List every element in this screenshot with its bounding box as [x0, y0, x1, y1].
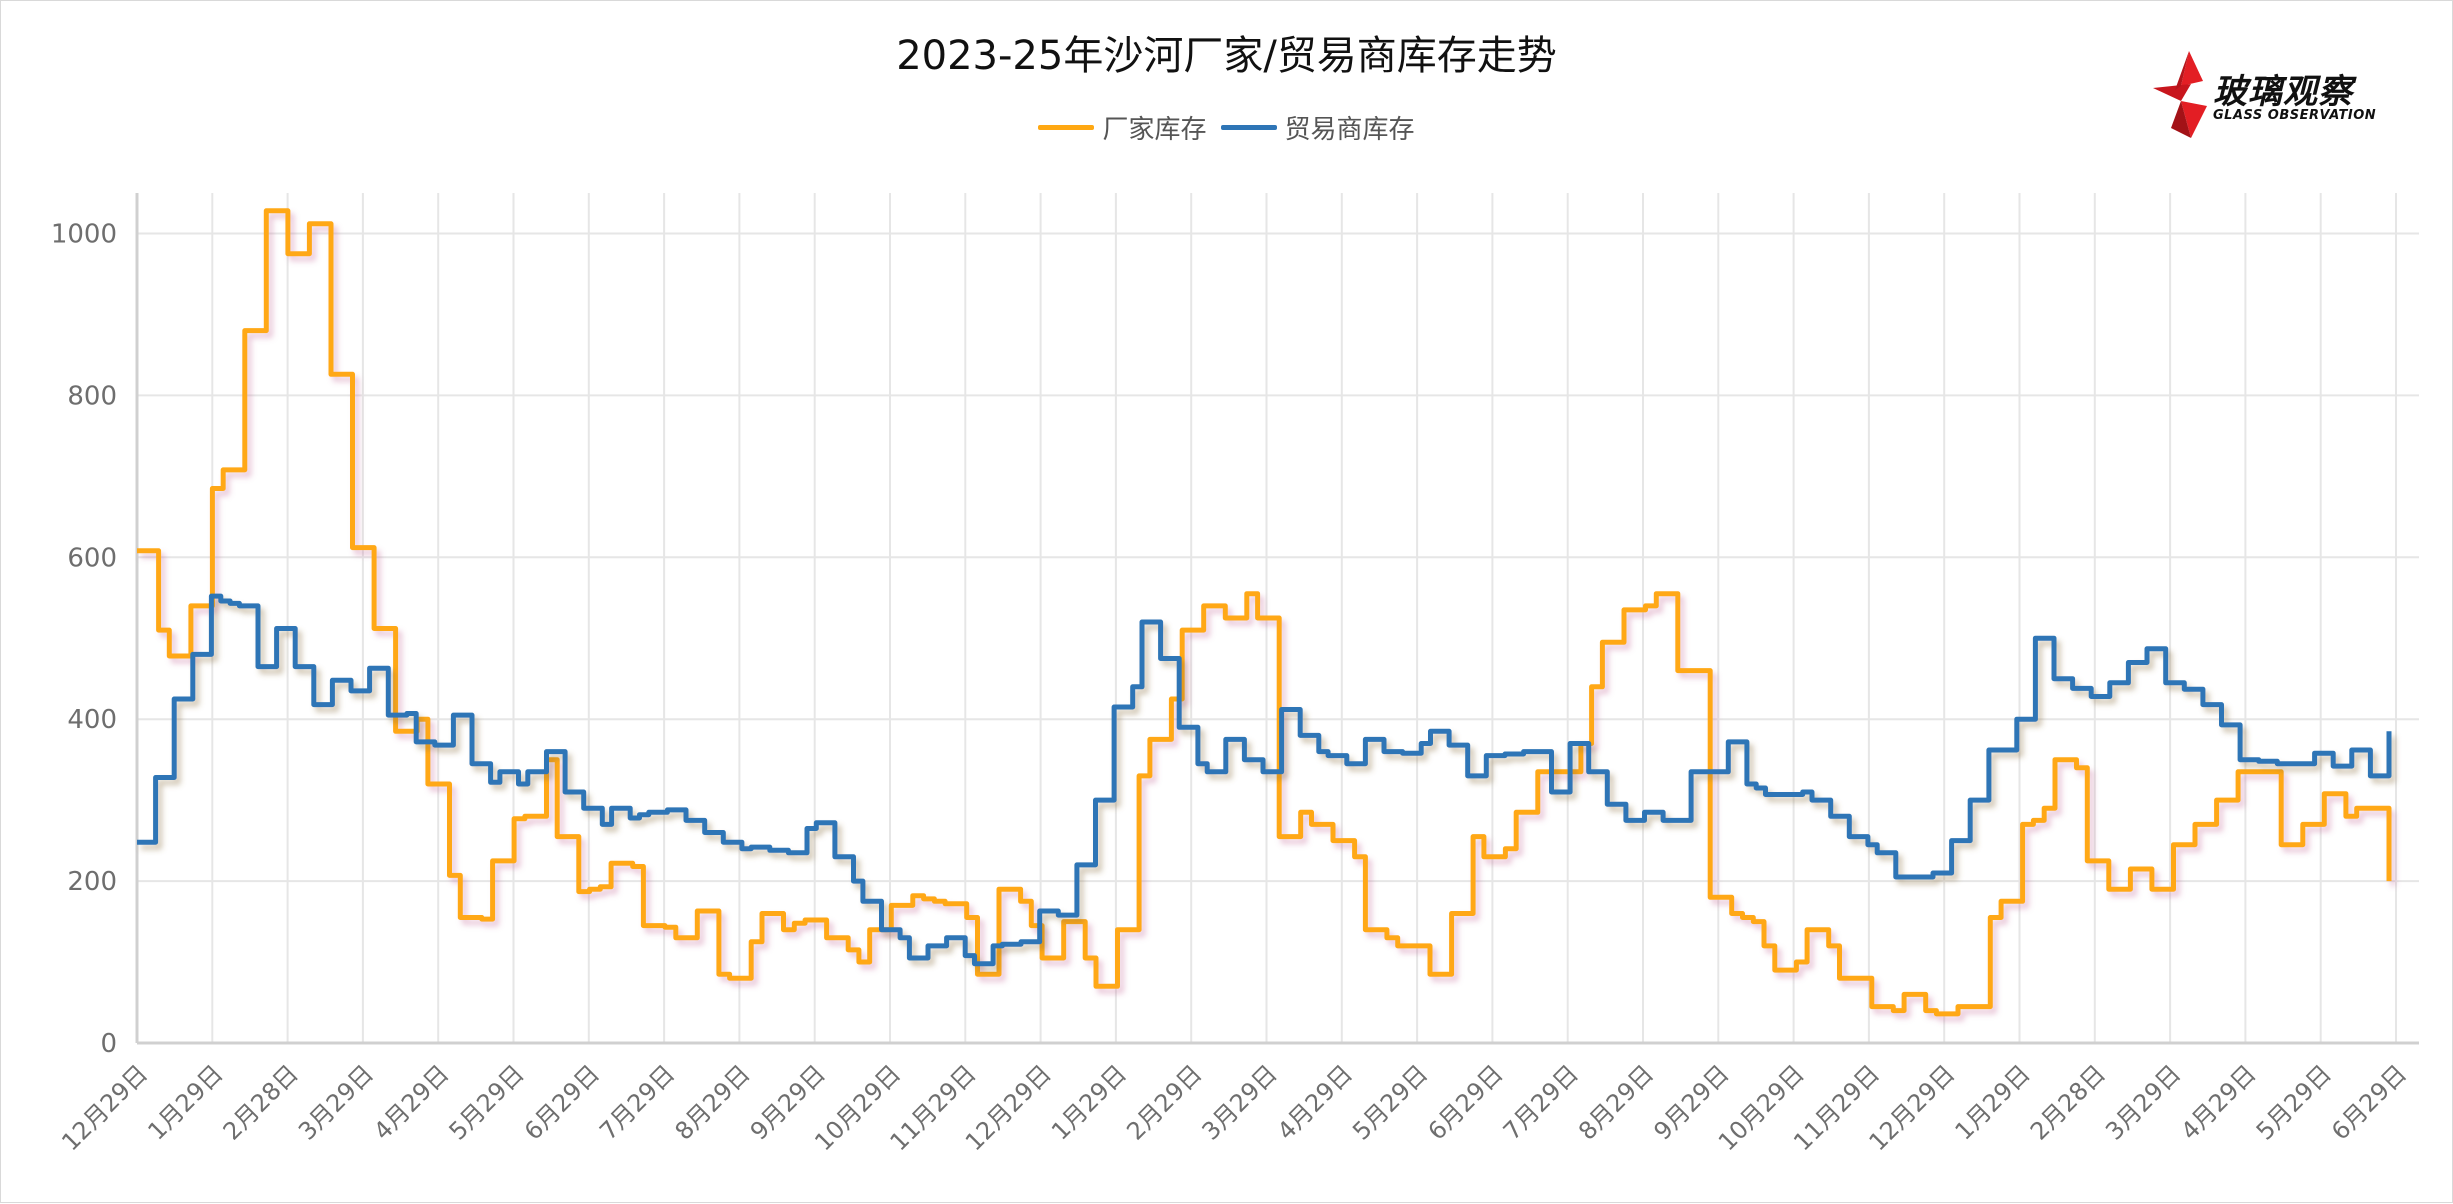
x-tick-label: 4月29日 — [368, 1059, 454, 1145]
x-tick-label: 1月29日 — [1046, 1059, 1132, 1145]
brand-logo: 玻璃观察 GLASS OBSERVATION — [2151, 46, 2421, 146]
x-tick-label: 5月29日 — [2251, 1059, 2337, 1145]
x-tick-label: 6月29日 — [2326, 1059, 2412, 1145]
legend-label-trader: 贸易商库存 — [1284, 115, 1415, 145]
logo-text-en: GLASS OBSERVATION — [2213, 108, 2377, 123]
x-tick-label: 8月29日 — [1573, 1059, 1659, 1145]
legend: 厂家库存 贸易商库存 — [1, 109, 2452, 146]
x-tick-label: 6月29日 — [1423, 1059, 1509, 1145]
x-tick-label: 8月29日 — [670, 1059, 756, 1145]
y-tick-label: 600 — [67, 543, 117, 573]
x-tick-label: 2月29日 — [1121, 1059, 1207, 1145]
legend-item-manufacturer[interactable]: 厂家库存 — [1038, 109, 1207, 146]
x-tick-label: 2月28日 — [2025, 1059, 2111, 1145]
y-tick-label: 800 — [67, 381, 117, 411]
legend-label-manufacturer: 厂家库存 — [1102, 115, 1207, 145]
x-tick-label: 4月29日 — [2176, 1059, 2262, 1145]
x-tick-label: 5月29日 — [444, 1059, 530, 1145]
legend-item-trader[interactable]: 贸易商库存 — [1220, 109, 1415, 146]
y-tick-label: 0 — [100, 1029, 117, 1059]
x-tick-label: 6月29日 — [519, 1059, 605, 1145]
legend-swatch-manufacturer — [1038, 125, 1095, 130]
y-tick-label: 1000 — [51, 219, 117, 249]
series-manufacturer-line[interactable] — [137, 208, 2392, 1017]
x-tick-label: 7月29日 — [1498, 1059, 1584, 1145]
red-star-icon — [2153, 51, 2207, 138]
x-tick-label: 5月29日 — [1347, 1059, 1433, 1145]
series-trader-line[interactable] — [137, 593, 2392, 967]
logo-text-cn: 玻璃观察 — [2213, 72, 2353, 112]
chart-title: 2023-25年沙河厂家/贸易商库存走势 — [896, 33, 1557, 79]
y-tick-label: 400 — [67, 705, 117, 735]
x-tick-label: 3月29日 — [2100, 1059, 2186, 1145]
series-lines — [137, 208, 2392, 1017]
x-tick-label: 2月28日 — [218, 1059, 304, 1145]
x-tick-label: 3月29日 — [293, 1059, 379, 1145]
x-tick-label: 3月29日 — [1197, 1059, 1283, 1145]
x-tick-label: 12月29日 — [56, 1059, 153, 1156]
x-tick-label: 4月29日 — [1272, 1059, 1358, 1145]
legend-swatch-trader — [1220, 125, 1277, 130]
x-axis: 12月29日1月29日2月28日3月29日4月29日5月29日6月29日7月29… — [56, 1041, 2419, 1156]
y-axis: 0 200 400 600 800 1000 — [51, 193, 139, 1059]
y-tick-label: 200 — [67, 867, 117, 897]
x-tick-label: 7月29日 — [594, 1059, 680, 1145]
x-tick-label: 1月29日 — [1950, 1059, 2036, 1145]
x-tick-label: 1月29日 — [142, 1059, 228, 1145]
